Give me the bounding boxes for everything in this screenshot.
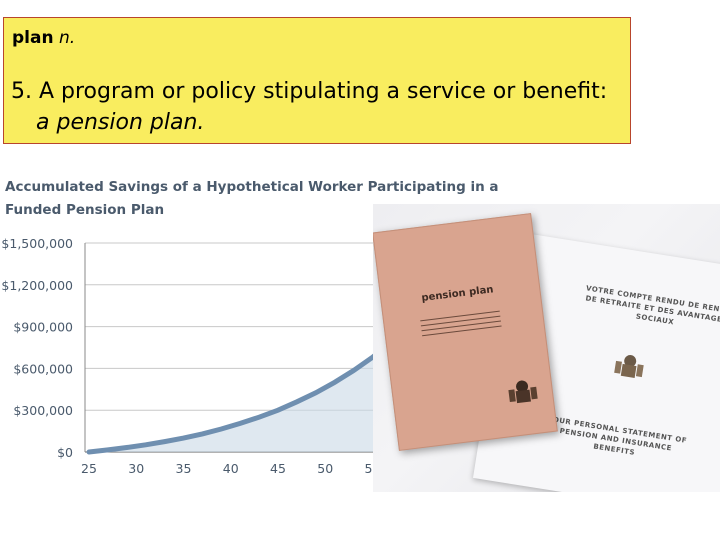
y-tick-label: $1,200,000 bbox=[1, 278, 73, 293]
french-statement-title: VOTRE COMPTE RENDU DE RENTE DE RETRAITE … bbox=[584, 284, 720, 327]
definition-box: plan n. 5. A program or policy stipulati… bbox=[3, 17, 631, 144]
chart-title: Accumulated Savings of a Hypothetical Wo… bbox=[5, 179, 499, 218]
dictionary-word-line: plan n. bbox=[12, 28, 75, 48]
savings-area bbox=[89, 351, 380, 452]
definition-example: a pension plan. bbox=[36, 110, 205, 135]
y-tick-label: $600,000 bbox=[13, 361, 73, 376]
y-tick-label: $900,000 bbox=[13, 320, 73, 335]
booklet-subtitle-lines bbox=[420, 309, 502, 337]
y-tick-label: $1,500,000 bbox=[1, 236, 73, 251]
statement-document: VOTRE COMPTE RENDU DE RENTE DE RETRAITE … bbox=[472, 230, 720, 492]
x-tick-label: 45 bbox=[270, 461, 286, 476]
headword: plan bbox=[12, 28, 54, 48]
booklet-crest-icon bbox=[508, 380, 538, 404]
definition-sense: 5. A program or policy stipulating a ser… bbox=[11, 79, 608, 104]
y-tick-label: $300,000 bbox=[13, 403, 73, 418]
coat-of-arms-icon bbox=[614, 355, 644, 378]
definition-text: 5. A program or policy stipulating a ser… bbox=[11, 76, 626, 138]
pension-plan-booklet: pension plan bbox=[373, 213, 558, 451]
y-tick-labels: $1,500,000 $1,200,000 $900,000 $600,000 $300… bbox=[1, 236, 73, 460]
savings-chart: $1,500,000 $1,200,000 $900,000 $600,000 $300… bbox=[1, 236, 380, 476]
booklet-title: pension plan bbox=[420, 284, 495, 304]
x-tick-label: 30 bbox=[128, 461, 144, 476]
part-of-speech: n. bbox=[58, 28, 76, 48]
savings-line bbox=[86, 347, 380, 455]
x-tick-labels: 25303540455055 bbox=[81, 461, 380, 476]
english-statement-title: YOUR PERSONAL STATEMENT OF PENSION AND I… bbox=[546, 414, 688, 457]
x-tick-label: 50 bbox=[317, 461, 333, 476]
x-tick-label: 25 bbox=[81, 461, 97, 476]
y-tick-label: $0 bbox=[57, 445, 73, 460]
x-tick-label: 35 bbox=[176, 461, 192, 476]
x-tick-label: 40 bbox=[223, 461, 239, 476]
pension-documents-photo: VOTRE COMPTE RENDU DE RENTE DE RETRAITE … bbox=[373, 204, 720, 492]
